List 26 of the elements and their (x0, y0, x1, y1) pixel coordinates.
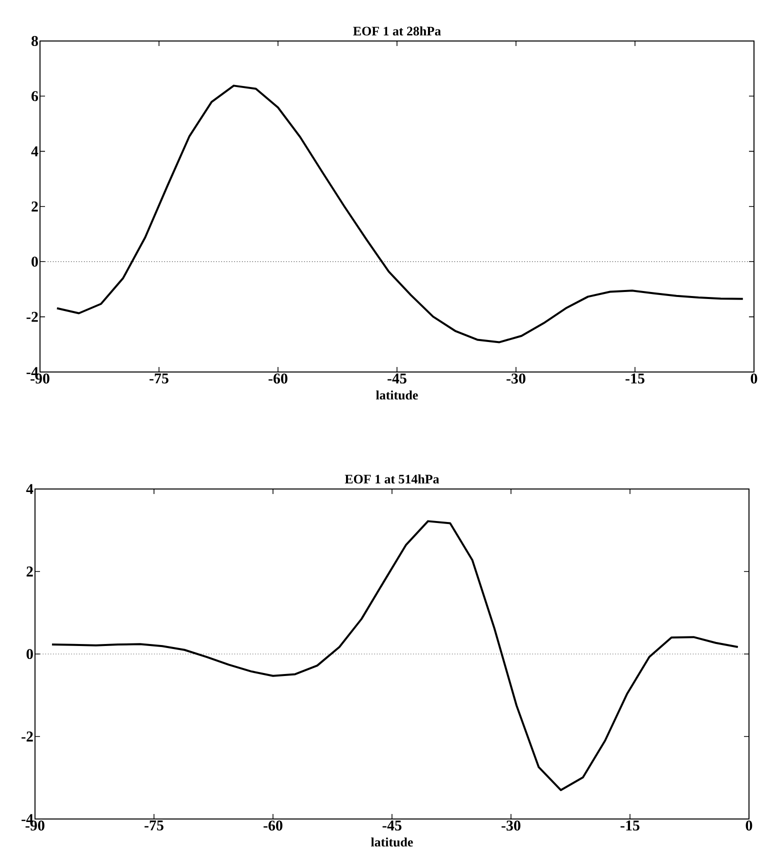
y-tick-label: 4 (31, 146, 38, 156)
x-tick-label: -15 (620, 820, 640, 831)
x-tick-label: -75 (144, 820, 164, 830)
x-tick-label: 0 (746, 820, 752, 831)
y-tick-label: 2 (32, 202, 38, 212)
chart-title: EOF 1 at 514hPa (344, 474, 440, 484)
x-tick-label: -45 (382, 820, 402, 830)
y-tick-label: 8 (31, 36, 38, 46)
x-tick-label: -45 (388, 374, 406, 384)
y-tick-label: -2 (26, 312, 38, 322)
x-tick-label: -60 (268, 374, 288, 384)
x-tick-label: -75 (150, 374, 168, 384)
x-tick-label: -30 (502, 820, 520, 831)
x-tick-label: -15 (626, 374, 644, 384)
y-tick-label: 2 (26, 566, 33, 576)
y-tick-label: 4 (26, 484, 34, 494)
x-tick-label: -30 (506, 374, 526, 384)
x-tick-label: 0 (750, 374, 758, 384)
x-tick-label: -60 (264, 820, 282, 831)
x-axis-title: latitude (376, 390, 418, 400)
x-axis-title: latitude (371, 837, 413, 847)
y-tick-label: 0 (26, 648, 33, 660)
chart-title: EOF 1 at 28hPa (353, 26, 441, 36)
y-tick-label: -2 (22, 732, 33, 742)
y-tick-label: 0 (32, 256, 38, 267)
y-tick-label: 6 (32, 91, 38, 102)
